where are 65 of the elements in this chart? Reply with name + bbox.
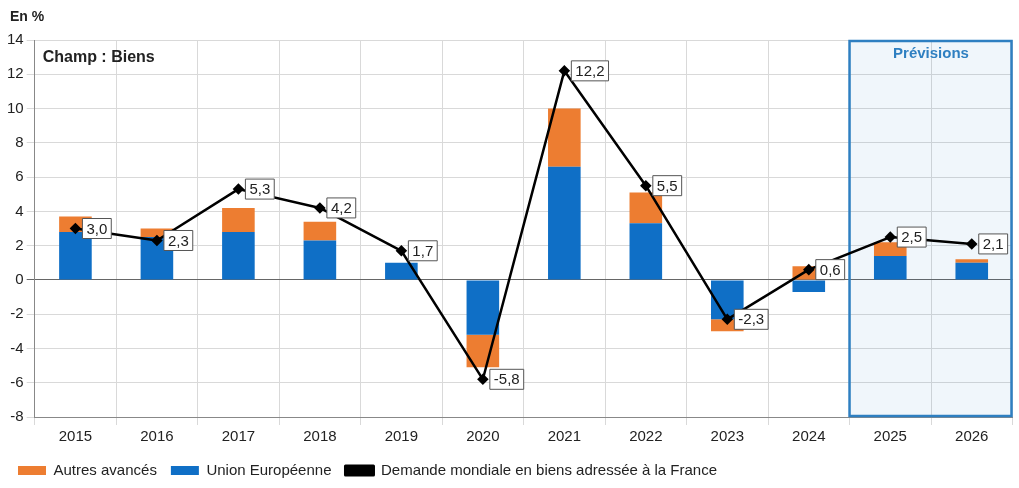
bar	[792, 280, 826, 292]
y-tick-label: -2	[10, 304, 24, 322]
band-label: Prévisions	[893, 43, 969, 61]
bar	[303, 221, 337, 241]
bar	[548, 166, 581, 280]
bar	[548, 108, 581, 167]
point	[722, 314, 733, 325]
x-tick-label: 2015	[58, 427, 93, 445]
y-tick-label: 0	[15, 270, 24, 288]
y-tick-label: 8	[15, 132, 24, 150]
x-tick-label: 2018	[303, 427, 337, 445]
x-tick-label: 2022	[629, 427, 663, 445]
point	[314, 202, 326, 214]
bar	[303, 240, 337, 280]
data-label: 2,5	[901, 228, 923, 246]
bar	[222, 207, 255, 232]
data-label: 0,6	[819, 260, 841, 278]
x-tick-label: 2024	[792, 427, 826, 445]
legend-label: Autres avancés	[53, 460, 157, 478]
y-tick-label: -4	[10, 338, 24, 356]
annotation: Champ : Biens	[42, 48, 155, 66]
point	[233, 183, 244, 195]
data-label: 12,2	[575, 61, 605, 79]
bar	[955, 262, 989, 280]
bar	[629, 223, 663, 280]
point	[966, 238, 978, 250]
x-tick-label: 2017	[221, 427, 256, 445]
bar	[385, 262, 418, 280]
x-tick-label: 2016	[140, 427, 174, 445]
x-tick-label: 2021	[547, 427, 582, 445]
y-axis-title: En %	[10, 7, 45, 24]
y-tick-label: 10	[7, 98, 24, 116]
x-tick-label: 2023	[710, 427, 744, 445]
x-tick-label: 2025	[873, 427, 907, 445]
legend-label: Union Européenne	[206, 460, 332, 478]
y-tick-label: 12	[7, 64, 24, 82]
point	[396, 245, 407, 257]
data-label: 2,1	[982, 235, 1004, 253]
point	[640, 180, 652, 191]
point	[151, 235, 163, 246]
data-label: 4,2	[330, 199, 352, 217]
y-tick-label: 14	[7, 30, 24, 48]
data-label: 5,3	[249, 180, 271, 198]
point	[885, 231, 896, 243]
bar	[873, 255, 907, 280]
data-label: -2,3	[738, 310, 765, 328]
y-tick-label: -6	[10, 372, 24, 390]
data-label: 2,3	[167, 231, 189, 249]
legend-label: Demande mondiale en biens adressée à la France	[380, 460, 718, 478]
data-label: 3,0	[86, 219, 108, 237]
bar	[466, 280, 500, 335]
y-tick-label: -8	[10, 407, 24, 425]
y-tick-label: 2	[15, 235, 24, 253]
data-label: 1,7	[412, 241, 434, 259]
x-tick-label: 2026	[955, 427, 989, 445]
data-label: 5,5	[656, 176, 678, 194]
y-tick-label: 4	[15, 201, 24, 219]
point	[559, 65, 570, 77]
x-tick-label: 2019	[384, 427, 419, 445]
x-tick-label: 2020	[466, 427, 500, 445]
data-label: -5,8	[493, 370, 520, 388]
y-tick-label: 6	[15, 167, 24, 185]
bar	[955, 259, 989, 263]
point	[477, 374, 489, 385]
bar	[222, 231, 255, 280]
